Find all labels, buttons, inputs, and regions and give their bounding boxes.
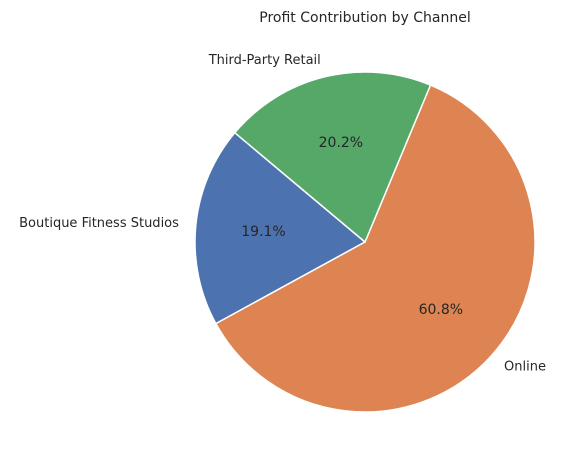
pie-slices — [194, 71, 536, 413]
pie-slice-third-party-retail — [234, 71, 432, 243]
percent-labels: 19.1% 60.8% 20.2% — [241, 135, 463, 318]
pie-slice-boutique-fitness-studios — [194, 131, 366, 325]
category-labels: Boutique Fitness Studios Online Third-Part… — [19, 53, 546, 375]
category-label-online: Online — [504, 360, 546, 375]
chart-title: Profit Contribution by Channel — [259, 10, 470, 26]
percent-label-third-party-retail: 20.2% — [319, 135, 363, 151]
percent-label-boutique-fitness-studios: 19.1% — [241, 224, 285, 240]
category-label-boutique-fitness-studios: Boutique Fitness Studios — [19, 216, 179, 231]
pie-slice-online — [215, 84, 536, 413]
category-label-third-party-retail: Third-Party Retail — [208, 53, 321, 68]
percent-label-online: 60.8% — [419, 302, 463, 318]
